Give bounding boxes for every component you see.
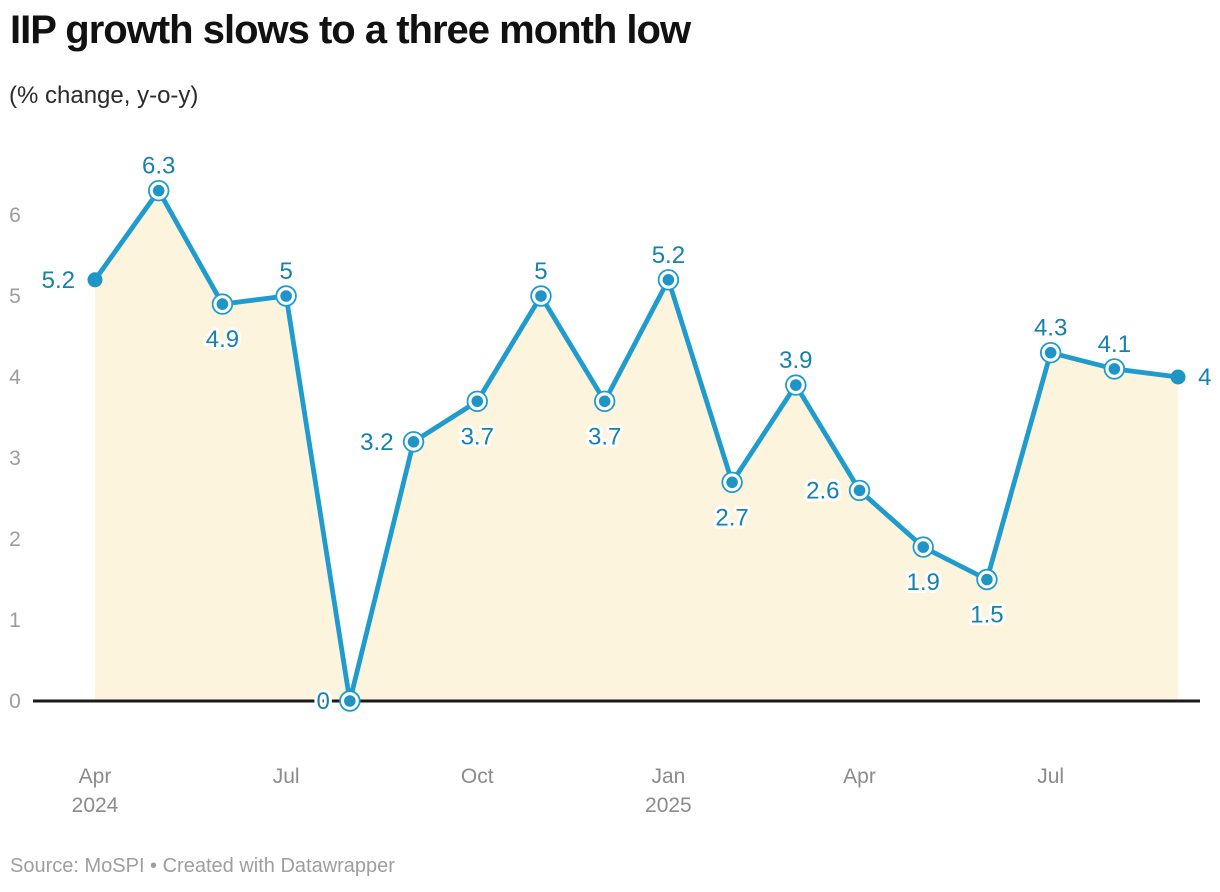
- data-point-label: 4.9: [206, 326, 239, 353]
- area-fill: [95, 190, 1179, 701]
- data-point-label: 2.6: [806, 477, 839, 504]
- data-point-label: 3.7: [461, 423, 494, 450]
- data-point-label: 3.7: [588, 423, 621, 450]
- data-point: [535, 290, 547, 302]
- y-tick-label: 0: [9, 690, 21, 713]
- data-point-label: 3.9: [779, 347, 812, 374]
- data-point: [407, 436, 420, 448]
- x-tick-month-label: Apr: [843, 765, 876, 788]
- y-tick-label: 2: [9, 528, 21, 551]
- x-tick-year-label: 2024: [72, 794, 119, 817]
- data-point: [344, 695, 356, 707]
- data-point-label: 1.9: [907, 569, 940, 596]
- source-attribution: Source: MoSPI • Created with Datawrapper: [10, 855, 395, 877]
- x-tick-month-label: Jul: [273, 765, 300, 788]
- data-point-label: 1.5: [970, 602, 1003, 629]
- data-point-label: 4.3: [1034, 315, 1067, 342]
- y-tick-label: 4: [9, 366, 21, 389]
- chart-subtitle: (% change, y-o-y): [9, 82, 199, 109]
- line-chart-plot: 0 1 2 3 4 5 6 Apr 2024 Jul Oct Jan 2025 Apr Jul 5.2 6.3 4…: [9, 152, 1212, 817]
- data-point-label: 4: [1198, 364, 1211, 391]
- data-point: [216, 298, 229, 310]
- data-point: [280, 290, 292, 302]
- x-tick-month-label: Apr: [79, 765, 112, 788]
- data-point: [471, 395, 484, 408]
- x-tick-year-label: 2025: [645, 794, 692, 817]
- data-point: [726, 476, 738, 489]
- data-point-label: 6.3: [142, 153, 175, 180]
- data-point-label: 5: [279, 258, 292, 285]
- data-point-label: 3.2: [360, 429, 393, 456]
- y-tick-label: 5: [9, 285, 21, 308]
- y-tick-label: 3: [9, 447, 21, 470]
- data-point: [917, 541, 930, 553]
- y-tick-label: 1: [9, 609, 21, 632]
- data-point: [87, 272, 103, 288]
- data-point: [598, 395, 611, 408]
- data-point: [1108, 363, 1121, 375]
- data-point-label: 4.1: [1098, 331, 1131, 358]
- chart-title: IIP growth slows to a three month low: [10, 8, 691, 52]
- data-point-label: 5: [534, 258, 547, 285]
- data-point-label: 5.2: [652, 242, 685, 269]
- y-tick-label: 6: [9, 204, 21, 227]
- trend-line: [92, 188, 1181, 704]
- data-point-label: 2.7: [715, 504, 748, 531]
- data-point: [1044, 346, 1057, 359]
- x-tick-month-label: Jul: [1037, 765, 1064, 788]
- data-point-label: 0: [316, 688, 329, 715]
- data-point: [662, 274, 675, 286]
- data-point: [1170, 369, 1186, 385]
- data-point: [152, 184, 165, 197]
- x-tick-month-label: Oct: [461, 765, 494, 788]
- data-point: [981, 573, 993, 586]
- data-point: [790, 379, 802, 391]
- chart-canvas: 0 1 2 3 4 5 6 Apr 2024 Jul Oct Jan 2025 Apr Jul 5.2 6.3 4…: [9, 152, 1212, 817]
- data-point: [853, 484, 866, 497]
- data-point-label: 5.2: [42, 267, 75, 294]
- x-tick-month-label: Jan: [651, 765, 685, 788]
